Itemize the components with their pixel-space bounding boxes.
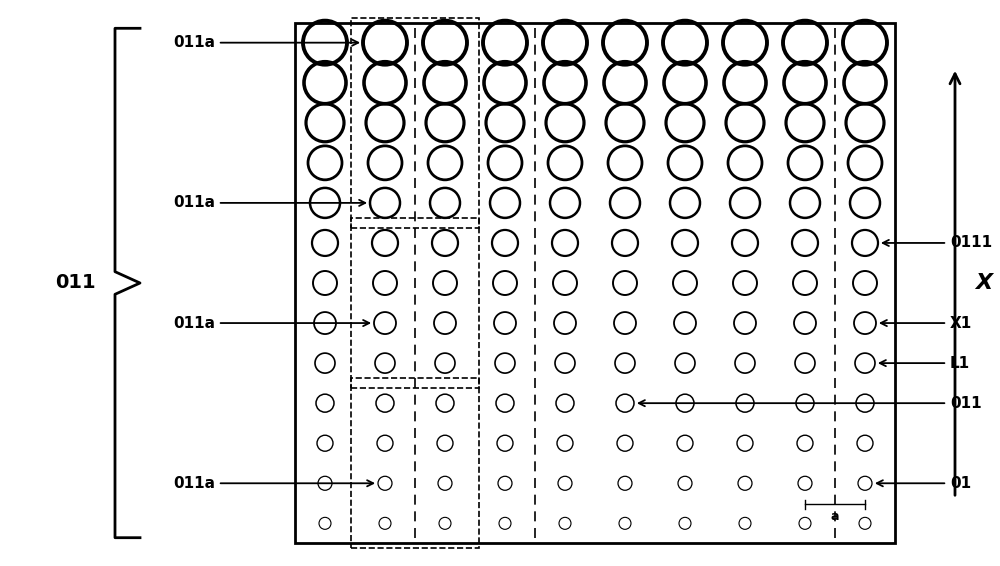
Text: 01: 01 [877, 476, 971, 491]
Text: 011: 011 [55, 273, 95, 293]
Text: 011a: 011a [173, 316, 369, 331]
Text: 0111: 0111 [883, 235, 992, 250]
Text: 011a: 011a [173, 476, 373, 491]
Text: 011a: 011a [173, 35, 358, 50]
Text: 011a: 011a [173, 195, 365, 211]
Bar [351, 218, 479, 388]
Bar [295, 23, 895, 543]
Text: X1: X1 [881, 316, 972, 331]
Bar [351, 18, 479, 228]
Text: a: a [831, 510, 839, 523]
Text: L1: L1 [880, 355, 970, 371]
Bar [351, 378, 479, 548]
Text: X: X [975, 273, 992, 293]
Text: 011: 011 [639, 396, 982, 411]
